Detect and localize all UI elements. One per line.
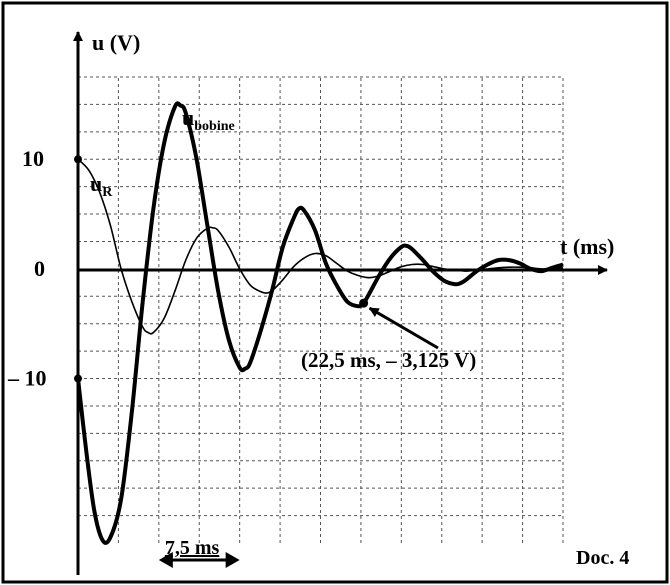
annotation-label: (22,5 ms, – 3,125 V)	[301, 348, 476, 372]
y-tick-label: – 10	[7, 366, 47, 391]
annotation-arrow	[368, 306, 439, 350]
y-tick-dot	[74, 155, 82, 164]
y-axis-label: u (V)	[92, 30, 140, 55]
grid	[78, 76, 564, 543]
tick-labels: 10 0 – 10	[7, 146, 82, 391]
y-tick-label: 0	[34, 256, 45, 281]
series-label-u-r: uR	[90, 171, 113, 200]
series-line-u-bobine	[76, 101, 564, 545]
axes	[73, 31, 608, 575]
doc-label: Doc. 4	[576, 547, 629, 569]
annotation: (22,5 ms, – 3,125 V)	[301, 298, 476, 372]
scale-bar: 7,5 ms	[158, 537, 240, 568]
series-label-u-bobine: ubobine	[182, 105, 235, 134]
scale-arrow-left	[158, 552, 173, 568]
x-axis-label: t (ms)	[560, 234, 614, 259]
series-labels: ubobine uR	[90, 105, 235, 200]
y-tick-label: 10	[22, 146, 44, 171]
scale-label: 7,5 ms	[165, 537, 220, 559]
scale-arrow-right	[225, 552, 240, 568]
annotation-point	[359, 298, 369, 308]
y-tick-dot	[74, 374, 82, 383]
